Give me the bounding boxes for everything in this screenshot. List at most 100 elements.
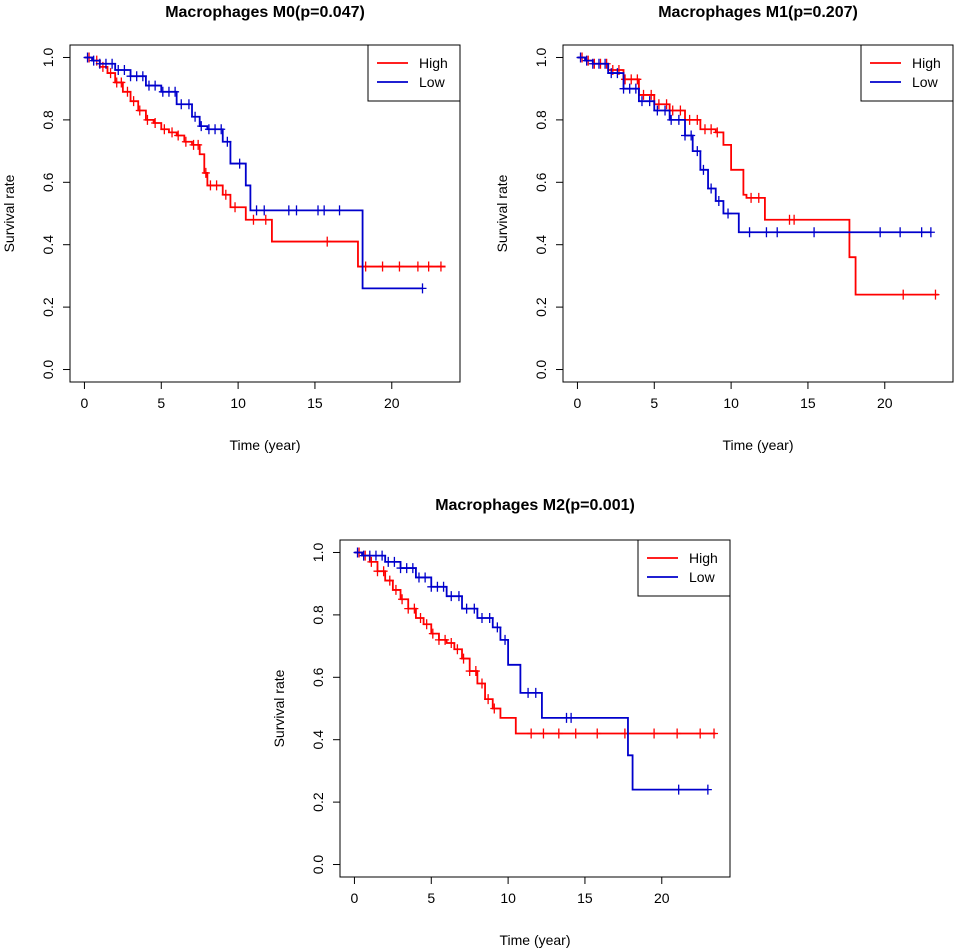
censor-mark [462, 603, 471, 614]
censor-mark [201, 167, 210, 178]
panel-macrophages-m0: Macrophages M0(p=0.047) Time (year) Surv… [1, 4, 461, 453]
censor-mark [117, 77, 126, 88]
series-high [354, 547, 719, 739]
legend-label-low: Low [419, 74, 446, 90]
x-tick-label: 5 [650, 395, 658, 411]
censor-mark [724, 208, 733, 219]
censor-mark [454, 591, 463, 602]
censor-mark [637, 96, 646, 107]
censor-mark [390, 556, 399, 567]
censor-mark [424, 261, 433, 272]
censor-mark [223, 136, 232, 147]
censor-mark [441, 634, 450, 645]
x-tick-label: 5 [157, 395, 165, 411]
censor-mark [477, 613, 486, 624]
censor-mark [181, 136, 190, 147]
censor-mark [696, 728, 705, 739]
legend-box [367, 44, 461, 102]
censor-mark [459, 653, 468, 664]
censor-mark [539, 728, 548, 739]
censor-mark [531, 687, 540, 698]
censor-mark [554, 728, 563, 739]
legend-box [860, 44, 954, 102]
censor-mark [876, 227, 885, 238]
y-tick-label: 0.0 [40, 360, 56, 380]
censor-mark [391, 584, 400, 595]
legend-label-high: High [912, 55, 941, 71]
legend-box [637, 539, 731, 597]
censor-mark [129, 96, 138, 107]
censor-mark [567, 712, 576, 723]
y-axis-label: Survival rate [271, 669, 287, 747]
legend-label-low: Low [912, 74, 939, 90]
censor-mark [790, 214, 799, 225]
censor-mark [439, 581, 448, 592]
y-tick-label: 0.2 [310, 792, 326, 812]
censor-mark [662, 99, 671, 110]
y-tick-label: 1.0 [310, 543, 326, 563]
censor-mark [252, 205, 261, 216]
censor-mark [174, 130, 183, 141]
x-tick-label: 10 [723, 395, 739, 411]
censor-mark [676, 105, 685, 116]
censor-mark [367, 556, 376, 567]
censor-mark [661, 105, 670, 116]
censor-mark [484, 694, 493, 705]
legend: High Low [637, 539, 731, 597]
censor-mark [422, 619, 431, 630]
legend-label-high: High [419, 55, 448, 71]
x-tick-label: 0 [81, 395, 89, 411]
censor-mark [217, 124, 226, 135]
censor-mark [89, 55, 98, 66]
censor-mark [654, 99, 663, 110]
censor-mark [284, 205, 293, 216]
x-tick-label: 10 [230, 395, 246, 411]
censor-mark [138, 71, 147, 82]
censor-mark [576, 52, 585, 63]
censor-mark [707, 183, 716, 194]
y-tick-label: 0.8 [40, 110, 56, 130]
censor-mark [168, 127, 177, 138]
censor-mark [378, 550, 387, 561]
censor-mark [184, 99, 193, 110]
censor-mark [493, 622, 502, 633]
series-low [576, 52, 935, 238]
censor-mark [151, 80, 160, 91]
censor-mark [633, 74, 642, 85]
censor-mark [527, 728, 536, 739]
censor-mark [647, 89, 656, 100]
censor-mark [747, 192, 756, 203]
censor-mark [745, 227, 754, 238]
y-tick-label: 0.0 [310, 855, 326, 875]
x-axis-label: Time (year) [499, 932, 570, 948]
censor-mark [436, 261, 445, 272]
censor-mark [83, 52, 92, 63]
censor-mark [177, 99, 186, 110]
censor-mark [453, 644, 462, 655]
censor-mark [582, 55, 591, 66]
y-tick-label: 0.8 [533, 110, 549, 130]
censor-mark [613, 68, 622, 79]
x-axis-label: Time (year) [229, 437, 300, 453]
censor-mark [593, 728, 602, 739]
censor-mark [699, 164, 708, 175]
y-tick-label: 0.6 [40, 172, 56, 192]
x-tick-label: 0 [574, 395, 582, 411]
y-tick-label: 1.0 [40, 48, 56, 68]
x-tick-label: 15 [800, 395, 816, 411]
censor-mark [524, 687, 533, 698]
censor-mark [653, 105, 662, 116]
censor-mark [477, 678, 486, 689]
censor-mark [501, 634, 510, 645]
censor-mark [703, 784, 712, 795]
censor-mark [485, 613, 494, 624]
censor-mark [685, 114, 694, 125]
censor-mark [353, 547, 362, 558]
censor-mark [120, 64, 129, 75]
censor-mark [810, 227, 819, 238]
x-tick-label: 10 [500, 890, 516, 906]
panel-macrophages-m1: Macrophages M1(p=0.207) Time (year) Surv… [494, 4, 954, 453]
x-tick-label: 5 [427, 890, 435, 906]
censor-mark [378, 261, 387, 272]
